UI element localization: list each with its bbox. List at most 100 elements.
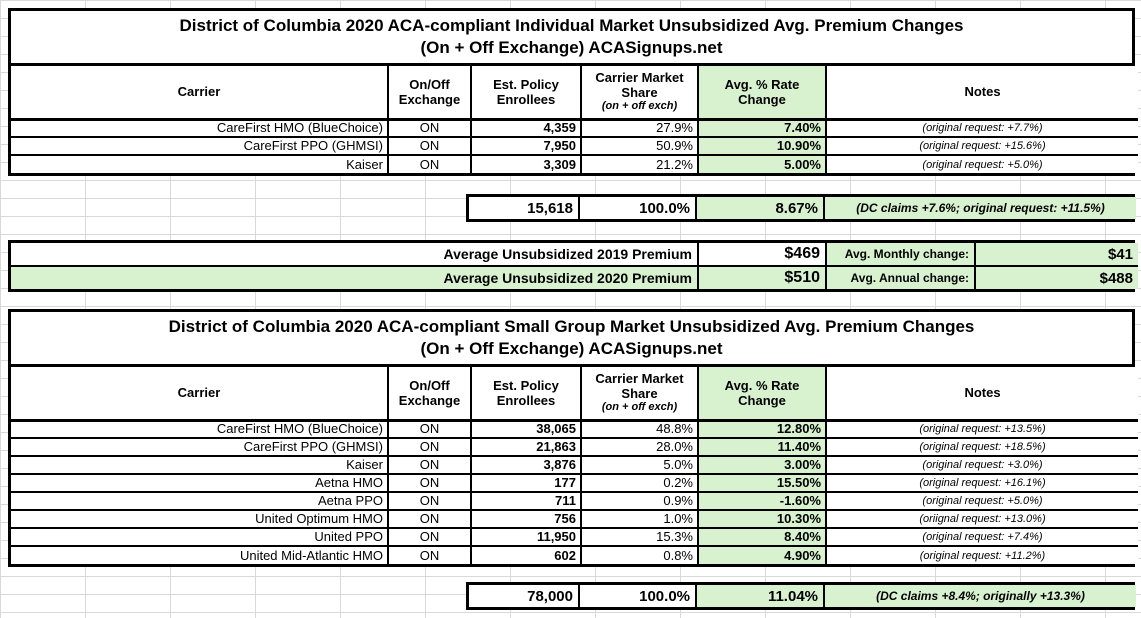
market-share-header[interactable]: Carrier Market Share (on + off exch) — [580, 367, 699, 422]
carrier-cell[interactable]: Kaiser — [11, 154, 389, 173]
exchange-cell[interactable]: ON — [387, 545, 472, 564]
total-share-cell[interactable]: 100.0% — [578, 585, 696, 607]
notes-cell[interactable]: (original request: +13.5%) — [825, 419, 1138, 439]
notes-cell[interactable]: (original request: +16.1%) — [825, 473, 1138, 493]
enrollees-cell[interactable]: 602 — [470, 545, 582, 564]
market-share-header[interactable]: Carrier Market Share (on + off exch) — [580, 66, 699, 121]
enrollees-cell[interactable]: 711 — [470, 491, 582, 511]
notes-cell[interactable]: (original request: +7.7%) — [825, 118, 1138, 138]
exchange-cell[interactable]: ON — [387, 473, 472, 493]
notes-cell[interactable]: (oriignal request: +13.0%) — [825, 509, 1138, 529]
rate-change-cell[interactable]: 5.00% — [697, 154, 827, 173]
total-rate-cell[interactable]: 11.04% — [695, 585, 824, 607]
enrollees-cell[interactable]: 3,876 — [470, 455, 582, 475]
rate-change-cell[interactable]: 15.50% — [697, 473, 827, 493]
market-share-cell[interactable]: 0.2% — [580, 473, 699, 493]
rate-change-cell[interactable]: 4.90% — [697, 545, 827, 564]
carrier-cell[interactable]: CareFirst PPO (GHMSI) — [11, 136, 389, 156]
notes-cell[interactable]: (original request: +3.0%) — [825, 455, 1138, 475]
monthly-change-label[interactable]: Avg. Monthly change: — [825, 243, 975, 267]
table-row: Aetna HMO ON 177 0.2% 15.50% (original r… — [11, 473, 1138, 493]
annual-change-value[interactable]: $488 — [974, 266, 1138, 289]
rate-change-cell[interactable]: 8.40% — [697, 527, 827, 547]
notes-header[interactable]: Notes — [825, 367, 1138, 422]
carrier-cell[interactable]: Aetna PPO — [11, 491, 389, 511]
market-share-cell[interactable]: 0.8% — [580, 545, 699, 564]
market-share-cell[interactable]: 15.3% — [580, 527, 699, 547]
rate-change-header[interactable]: Avg. % Rate Change — [697, 66, 827, 121]
exchange-cell[interactable]: ON — [387, 118, 472, 138]
rate-change-header[interactable]: Avg. % Rate Change — [697, 367, 827, 422]
enrollees-cell[interactable]: 11,950 — [470, 527, 582, 547]
premium-2019-value[interactable]: $469 — [697, 243, 826, 267]
table-title-line1: District of Columbia 2020 ACA-compliant … — [168, 317, 975, 336]
premium-2019-label[interactable]: Average Unsubsidized 2019 Premium — [11, 243, 698, 267]
enrollees-cell[interactable]: 38,065 — [470, 419, 582, 439]
market-share-header-label: Carrier Market Share — [595, 371, 684, 402]
enrollees-cell[interactable]: 177 — [470, 473, 582, 493]
individual-market-title[interactable]: District of Columbia 2020 ACA-compliant … — [11, 11, 1132, 66]
market-share-cell[interactable]: 48.8% — [580, 419, 699, 439]
market-share-cell[interactable]: 0.9% — [580, 491, 699, 511]
market-share-cell[interactable]: 28.0% — [580, 437, 699, 457]
market-share-cell[interactable]: 27.9% — [580, 118, 699, 138]
monthly-change-value[interactable]: $41 — [974, 243, 1138, 267]
small-group-market-title[interactable]: District of Columbia 2020 ACA-compliant … — [11, 312, 1132, 367]
rate-change-cell[interactable]: -1.60% — [697, 491, 827, 511]
summary-row-2019: Average Unsubsidized 2019 Premium $469 A… — [11, 243, 1138, 267]
total-rate-cell[interactable]: 8.67% — [695, 197, 824, 219]
rate-change-cell[interactable]: 7.40% — [697, 118, 827, 138]
notes-header[interactable]: Notes — [825, 66, 1138, 121]
enrollees-cell[interactable]: 756 — [470, 509, 582, 529]
carrier-cell[interactable]: Aetna HMO — [11, 473, 389, 493]
exchange-cell[interactable]: ON — [387, 509, 472, 529]
total-share-cell[interactable]: 100.0% — [578, 197, 696, 219]
exchange-cell[interactable]: ON — [387, 154, 472, 173]
carrier-header[interactable]: Carrier — [11, 367, 389, 422]
enrollees-header[interactable]: Est. Policy Enrollees — [470, 367, 582, 422]
carrier-header[interactable]: Carrier — [11, 66, 389, 121]
notes-cell[interactable]: (original request: +11.2%) — [825, 545, 1138, 564]
rate-change-cell[interactable]: 11.40% — [697, 437, 827, 457]
carrier-cell[interactable]: CareFirst HMO (BlueChoice) — [11, 118, 389, 138]
carrier-cell[interactable]: CareFirst PPO (GHMSI) — [11, 437, 389, 457]
enrollees-cell[interactable]: 4,359 — [470, 118, 582, 138]
rate-change-cell[interactable]: 10.90% — [697, 136, 827, 156]
exchange-cell[interactable]: ON — [387, 136, 472, 156]
notes-cell[interactable]: (original request: +15.6%) — [825, 136, 1138, 156]
notes-cell[interactable]: (original request: +7.4%) — [825, 527, 1138, 547]
total-notes-cell[interactable]: (DC claims +7.6%; original request: +11.… — [823, 197, 1136, 219]
market-share-cell[interactable]: 50.9% — [580, 136, 699, 156]
enrollees-header[interactable]: Est. Policy Enrollees — [470, 66, 582, 121]
market-share-cell[interactable]: 21.2% — [580, 154, 699, 173]
exchange-cell[interactable]: ON — [387, 455, 472, 475]
carrier-cell[interactable]: CareFirst HMO (BlueChoice) — [11, 419, 389, 439]
market-share-cell[interactable]: 5.0% — [580, 455, 699, 475]
market-share-cell[interactable]: 1.0% — [580, 509, 699, 529]
premium-2020-value[interactable]: $510 — [697, 266, 826, 289]
total-enrollees-cell[interactable]: 15,618 — [469, 197, 579, 219]
rate-change-cell[interactable]: 10.30% — [697, 509, 827, 529]
exchange-cell[interactable]: ON — [387, 491, 472, 511]
annual-change-label[interactable]: Avg. Annual change: — [825, 266, 975, 289]
total-enrollees-cell[interactable]: 78,000 — [469, 585, 579, 607]
carrier-cell[interactable]: United Optimum HMO — [11, 509, 389, 529]
rate-change-cell[interactable]: 3.00% — [697, 455, 827, 475]
carrier-cell[interactable]: United Mid-Atlantic HMO — [11, 545, 389, 564]
exchange-cell[interactable]: ON — [387, 527, 472, 547]
enrollees-cell[interactable]: 21,863 — [470, 437, 582, 457]
notes-cell[interactable]: (original request: +5.0%) — [825, 154, 1138, 173]
carrier-cell[interactable]: United PPO — [11, 527, 389, 547]
notes-cell[interactable]: (original request: +18.5%) — [825, 437, 1138, 457]
premium-2020-label[interactable]: Average Unsubsidized 2020 Premium — [11, 266, 698, 289]
exchange-cell[interactable]: ON — [387, 437, 472, 457]
enrollees-cell[interactable]: 7,950 — [470, 136, 582, 156]
rate-change-cell[interactable]: 12.80% — [697, 419, 827, 439]
notes-cell[interactable]: (original request: +5.0%) — [825, 491, 1138, 511]
exchange-header[interactable]: On/Off Exchange — [387, 66, 472, 121]
exchange-header[interactable]: On/Off Exchange — [387, 367, 472, 422]
exchange-cell[interactable]: ON — [387, 419, 472, 439]
enrollees-cell[interactable]: 3,309 — [470, 154, 582, 173]
carrier-cell[interactable]: Kaiser — [11, 455, 389, 475]
total-notes-cell[interactable]: (DC claims +8.4%; originally +13.3%) — [823, 585, 1136, 607]
